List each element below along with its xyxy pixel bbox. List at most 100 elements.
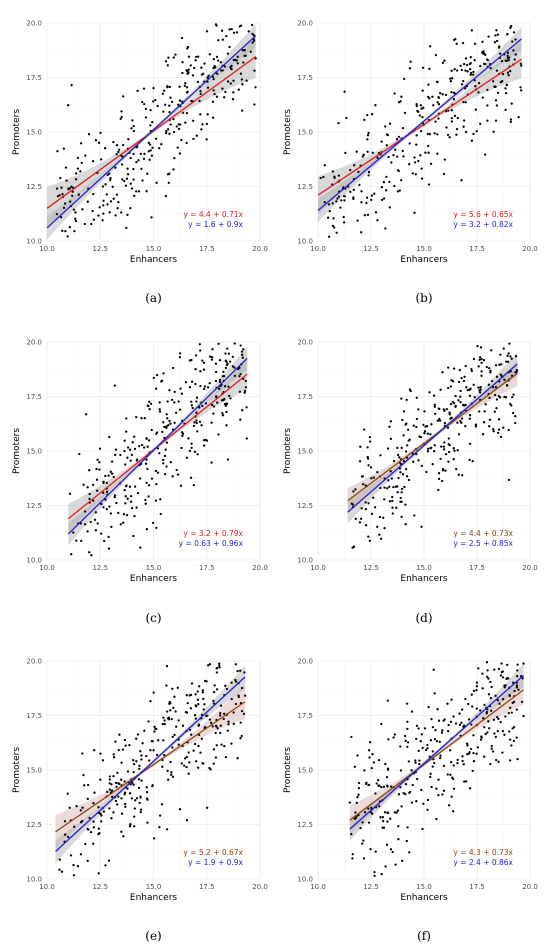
data-point <box>196 690 199 693</box>
data-point <box>138 444 141 448</box>
data-point <box>225 402 229 405</box>
data-point <box>120 163 124 166</box>
data-point <box>465 742 469 745</box>
data-point <box>461 755 464 758</box>
data-point <box>122 521 125 524</box>
data-point <box>195 400 198 403</box>
data-point <box>385 144 388 147</box>
data-point <box>183 757 187 760</box>
data-point <box>253 103 256 106</box>
x-axis-label: Enhancers <box>400 893 447 903</box>
data-point <box>55 187 59 190</box>
data-point <box>504 108 507 112</box>
data-point <box>220 29 224 32</box>
data-point <box>109 512 113 515</box>
data-point <box>145 528 149 531</box>
data-point <box>215 395 218 399</box>
data-point <box>485 661 489 664</box>
data-point <box>145 754 148 758</box>
data-point <box>493 732 496 735</box>
data-point <box>426 144 430 148</box>
data-point <box>117 200 120 204</box>
data-point <box>508 342 511 345</box>
data-point <box>171 775 175 778</box>
data-point <box>58 194 61 197</box>
data-point <box>430 785 433 789</box>
data-point <box>461 759 464 763</box>
data-point <box>511 727 514 730</box>
regression-line-2 <box>67 357 248 535</box>
data-point <box>170 398 174 402</box>
data-point <box>128 485 132 488</box>
y-tick-label: 17.5 <box>26 393 42 401</box>
x-tick-label: 17.5 <box>199 245 215 253</box>
data-point <box>515 736 518 739</box>
data-point <box>433 132 436 135</box>
data-point <box>460 376 463 380</box>
data-point <box>55 212 59 216</box>
data-point <box>393 811 396 814</box>
data-point <box>485 58 489 61</box>
data-point <box>158 408 161 411</box>
data-point <box>109 470 112 473</box>
y-tick-label: 10.0 <box>26 238 42 246</box>
data-point <box>239 721 242 724</box>
data-point <box>214 724 218 727</box>
data-point <box>465 386 468 389</box>
data-point <box>478 391 482 394</box>
data-point <box>143 729 146 732</box>
x-tick-label: 17.5 <box>469 564 485 572</box>
data-point <box>370 194 374 197</box>
data-point <box>428 67 431 71</box>
chart-panel-b: 10.0 12.5 15.0 17.5 20.010.012.515.017.520.0… <box>283 20 538 306</box>
data-point <box>147 141 151 144</box>
data-point <box>493 410 496 413</box>
data-point <box>452 787 456 790</box>
data-point <box>134 799 137 802</box>
data-point <box>147 439 151 442</box>
data-point <box>141 742 144 745</box>
data-point <box>110 789 114 792</box>
data-point <box>368 436 372 439</box>
x-tick-label: 12.5 <box>92 883 108 891</box>
data-point <box>245 79 248 82</box>
data-point <box>442 448 446 451</box>
data-point <box>187 751 190 754</box>
data-point <box>426 746 429 750</box>
data-point <box>100 814 103 817</box>
data-point <box>240 734 243 738</box>
data-point <box>168 389 171 392</box>
data-point <box>462 100 465 104</box>
data-point <box>119 117 122 120</box>
data-point <box>180 138 183 142</box>
data-point <box>58 868 61 871</box>
data-point <box>461 708 464 711</box>
data-point <box>222 712 226 715</box>
data-point <box>189 476 193 479</box>
data-point <box>431 95 434 98</box>
data-point <box>202 361 206 364</box>
data-point <box>94 529 98 532</box>
data-point <box>467 752 471 755</box>
data-point <box>154 499 158 502</box>
data-point <box>516 663 519 666</box>
data-point <box>188 449 192 453</box>
data-point <box>382 181 386 184</box>
data-point <box>92 826 95 829</box>
data-point <box>464 697 467 701</box>
data-point <box>167 718 171 721</box>
y-axis-label: Promoters <box>283 109 293 155</box>
data-point <box>180 762 183 765</box>
data-point <box>471 705 474 708</box>
data-point <box>103 539 106 543</box>
data-point <box>99 131 102 135</box>
data-point <box>405 398 408 402</box>
data-point <box>371 151 374 154</box>
data-point <box>104 498 107 501</box>
data-point <box>400 491 403 494</box>
data-point <box>174 53 177 56</box>
data-point <box>69 854 73 857</box>
data-point <box>441 61 445 65</box>
data-point <box>460 721 463 724</box>
data-point <box>482 359 486 362</box>
